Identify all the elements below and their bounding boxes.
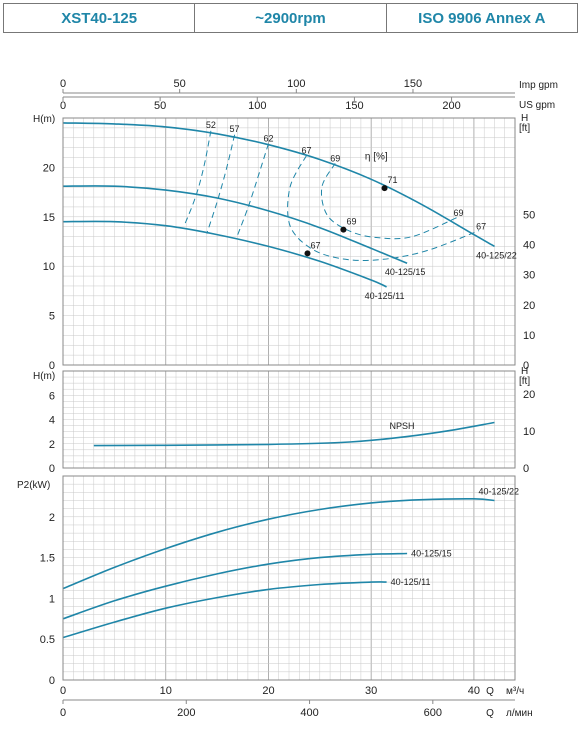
- y-tick-h: 15: [43, 212, 55, 224]
- curve-label-15: 40-125/15: [385, 267, 426, 277]
- y-tick-ft: 30: [523, 270, 535, 282]
- panel-frame-1: [62, 117, 516, 366]
- us-tick: 0: [60, 100, 66, 112]
- power-curve-40-125/11: [62, 581, 387, 639]
- y-tick-ft: 0: [523, 360, 529, 372]
- x-tick-m3: 40: [468, 685, 480, 697]
- y-label-ft: H: [521, 113, 528, 124]
- head-curve-40-125/22: [62, 122, 495, 248]
- bep-point: [381, 185, 388, 192]
- x-tick-m3: 30: [365, 685, 377, 697]
- us-tick: 100: [248, 100, 266, 112]
- y-label-power: P2(kW): [17, 480, 50, 491]
- x-tick-m3: 0: [60, 685, 66, 697]
- y-tick-power: 0: [49, 675, 55, 687]
- efficiency-label: 69: [330, 153, 340, 163]
- y-tick-ft: 40: [523, 240, 535, 252]
- imp-label: Imp gpm: [519, 80, 558, 91]
- y-tick-npsh: 6: [49, 390, 55, 402]
- panel-frame-3: [62, 475, 516, 681]
- y-tick-h: 5: [49, 311, 55, 323]
- y-label-npsh-ft: H: [521, 366, 528, 377]
- curve-label-22: 40-125/22: [476, 250, 517, 260]
- y-tick-h: 0: [49, 360, 55, 372]
- y-label-npsh-ft-unit: [ft]: [519, 376, 530, 387]
- efficiency-label: 67: [301, 146, 311, 156]
- q-label-m3: Q: [486, 686, 494, 697]
- bep-label: 69: [346, 217, 356, 227]
- y-tick-ft: 20: [523, 300, 535, 312]
- y-tick-h: 10: [43, 261, 55, 273]
- power-curve-40-125/22: [62, 497, 495, 590]
- y-tick-npsh-ft: 10: [523, 426, 535, 438]
- efficiency-label: 57: [230, 124, 240, 134]
- efficiency-label: 52: [206, 120, 216, 130]
- us-label: US gpm: [519, 100, 555, 111]
- head-curve-40-125/15: [62, 185, 408, 264]
- y-label-npsh: H(m): [33, 371, 55, 382]
- efficiency-contour-3: [236, 143, 269, 238]
- model-title: XST40-125: [4, 4, 196, 32]
- y-label-h: H(m): [33, 114, 55, 125]
- y-tick-npsh-ft: 20: [523, 389, 535, 401]
- us-tick: 50: [154, 100, 166, 112]
- x-tick-l: 400: [300, 707, 318, 719]
- y-tick-npsh-ft: 0: [523, 463, 529, 475]
- y-tick-power: 0.5: [40, 634, 55, 646]
- us-tick: 150: [345, 100, 363, 112]
- efficiency-contour-2: [206, 134, 236, 234]
- y-tick-npsh: 0: [49, 463, 55, 475]
- efficiency-label: 69: [453, 208, 463, 218]
- efficiency-label: 67: [476, 222, 486, 232]
- l-unit: л/мин: [506, 708, 533, 719]
- npsh-curve: [93, 421, 495, 447]
- us-tick: 200: [442, 100, 460, 112]
- y-tick-power: 2: [49, 512, 55, 524]
- y-tick-ft: 50: [523, 209, 535, 221]
- power-label-40-125/11: 40-125/11: [391, 577, 431, 587]
- title-bar: XST40-125 ~2900rpm ISO 9906 Annex A: [3, 3, 578, 33]
- x-tick-l: 0: [60, 707, 66, 719]
- efficiency-contour-1: [183, 130, 212, 226]
- y-label-ft-unit: [ft]: [519, 123, 530, 134]
- x-tick-m3: 20: [262, 685, 274, 697]
- npsh-label: NPSH: [389, 421, 414, 431]
- bep-label: 67: [310, 240, 320, 250]
- head-curve-40-125/11: [62, 220, 387, 288]
- x-tick-l: 200: [177, 707, 195, 719]
- speed-title: ~2900rpm: [195, 4, 387, 32]
- y-tick-ft: 10: [523, 330, 535, 342]
- bep-label: 71: [388, 175, 398, 185]
- q-label-l: Q: [486, 708, 494, 719]
- power-label-40-125/15: 40-125/15: [411, 549, 452, 559]
- imp-tick: 0: [60, 78, 66, 90]
- efficiency-contour-5: [320, 163, 459, 240]
- power-label-40-125/22: 40-125/22: [478, 486, 519, 496]
- power-curve-40-125/15: [62, 552, 408, 620]
- y-tick-npsh: 2: [49, 439, 55, 451]
- standard-title: ISO 9906 Annex A: [418, 9, 546, 27]
- imp-tick: 150: [404, 78, 422, 90]
- efficiency-contour-4: [287, 155, 480, 261]
- m3-unit: м³/ч: [506, 686, 524, 697]
- y-tick-power: 1: [49, 593, 55, 605]
- y-tick-power: 1.5: [40, 553, 55, 565]
- y-tick-h: 20: [43, 162, 55, 174]
- bep-point: [340, 226, 347, 233]
- imp-tick: 100: [287, 78, 305, 90]
- efficiency-axis-label: η [%]: [365, 151, 388, 162]
- bep-point: [304, 250, 311, 257]
- curve-label-11: 40-125/11: [365, 291, 405, 301]
- x-tick-l: 600: [424, 707, 442, 719]
- y-tick-npsh: 4: [49, 415, 55, 427]
- efficiency-label: 62: [263, 134, 273, 144]
- x-tick-m3: 10: [160, 685, 172, 697]
- panel-frame-2: [62, 370, 516, 469]
- imp-tick: 50: [174, 78, 186, 90]
